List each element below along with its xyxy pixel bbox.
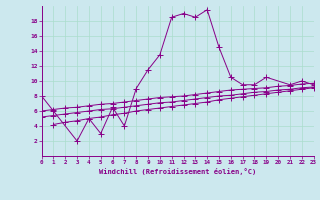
X-axis label: Windchill (Refroidissement éolien,°C): Windchill (Refroidissement éolien,°C) — [99, 168, 256, 175]
